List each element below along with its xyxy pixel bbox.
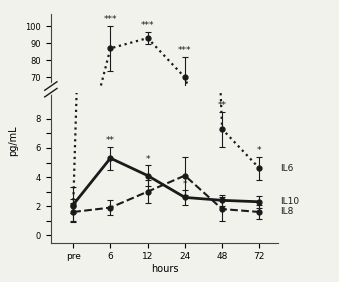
Text: *: * [257, 146, 262, 155]
Text: ***: *** [141, 21, 154, 30]
Text: ***: *** [104, 16, 117, 24]
Text: IL10: IL10 [280, 197, 299, 206]
Text: **: ** [106, 136, 115, 145]
Text: *: * [183, 180, 187, 189]
Text: **: ** [218, 101, 227, 110]
Text: IL8: IL8 [280, 208, 293, 217]
Text: *: * [145, 155, 150, 164]
Text: ***: *** [178, 46, 192, 55]
Text: IL6: IL6 [280, 164, 293, 173]
Text: pg/mL: pg/mL [8, 126, 19, 156]
X-axis label: hours: hours [151, 264, 178, 274]
